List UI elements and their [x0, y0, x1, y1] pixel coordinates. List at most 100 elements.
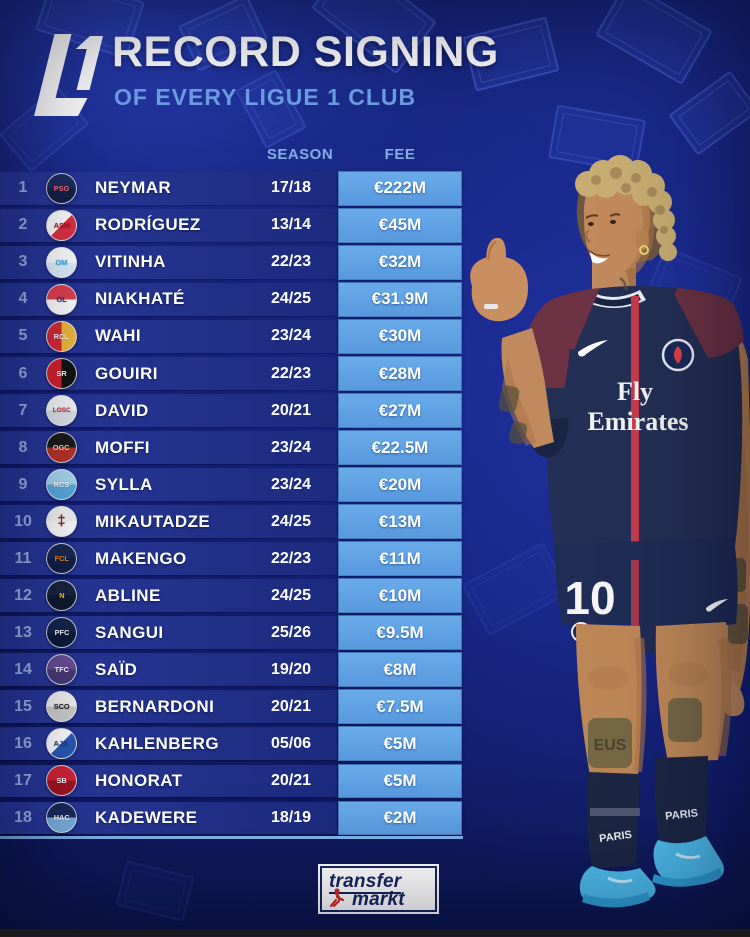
row-band: 1 PSG NEYMAR 17/18: [0, 172, 337, 205]
table-row: 16 AJA KAHLENBERG 05/06 €5M: [0, 726, 463, 762]
table-row: 3 OM VITINHA 22/23 €32M: [0, 245, 463, 280]
svg-text:10: 10: [564, 572, 615, 624]
table-row: 8 OGC MOFFI 23/24 €22.5M: [0, 430, 463, 465]
player-name: KADEWERE: [95, 807, 198, 827]
player-name: MOFFI: [95, 437, 150, 457]
row-band: 15 SCO BERNARDONI 20/21: [0, 690, 337, 724]
club-monogram: AJA: [54, 739, 69, 748]
player-name: NIAKHATÉ: [95, 289, 185, 309]
rank-label: 5: [18, 327, 28, 345]
season-value: 20/21: [270, 401, 312, 419]
season-value: 22/23: [270, 253, 312, 271]
row-band: 18 HAC KADEWERE 18/19: [0, 801, 337, 835]
fee-value: €5M: [383, 770, 417, 790]
club-monogram: PSG: [53, 184, 70, 193]
player-name: MIKAUTADZE: [95, 511, 211, 531]
fee-badge: €9.5M: [338, 615, 462, 651]
rank-label: 2: [18, 216, 28, 234]
club-crest-icon: HAC: [46, 802, 77, 834]
player-name: DAVID: [95, 400, 149, 420]
club-crest-icon: SB: [46, 765, 77, 797]
row-band: 6 SR GOUIRI 22/23: [0, 357, 337, 390]
table-row: 7 LOSC DAVID 20/21 €27M: [0, 393, 463, 428]
club-crest-icon: LOSC: [46, 395, 77, 427]
row-band: 14 TFC SAÏD 19/20: [0, 653, 337, 687]
fee-value: €13M: [378, 511, 422, 531]
row-band: 8 OGC MOFFI 23/24: [0, 431, 337, 464]
club-crest-icon: ‡: [46, 506, 77, 538]
season-value: 23/24: [270, 475, 312, 493]
club-monogram: SR: [56, 369, 67, 378]
fee-badge: €22.5M: [338, 430, 462, 465]
rank-label: 16: [14, 734, 32, 752]
fee-badge: €28M: [338, 356, 462, 391]
row-band: 3 OM VITINHA 22/23: [0, 246, 337, 279]
row-band: 7 LOSC DAVID 20/21: [0, 394, 337, 427]
fee-badge: €7.5M: [338, 689, 462, 725]
player-name: SYLLA: [95, 474, 153, 494]
player-name: SANGUI: [95, 622, 164, 642]
season-value: 20/21: [270, 771, 312, 789]
table-row: 6 SR GOUIRI 22/23 €28M: [0, 356, 463, 391]
season-value: 23/24: [270, 327, 312, 345]
fee-badge: €13M: [338, 504, 462, 539]
season-value: 20/21: [270, 697, 312, 715]
svg-text:PARIS: PARIS: [665, 807, 699, 822]
table-rows: 1 PSG NEYMAR 17/18 €222M 2 ASM RODRÍGUEZ…: [0, 171, 463, 839]
club-monogram: SB: [56, 776, 67, 785]
season-value: 18/19: [270, 808, 312, 826]
fee-column-header: FEE: [384, 146, 416, 163]
club-monogram: RCL: [53, 332, 70, 341]
ligue1-logo-icon: [34, 34, 104, 116]
table-row: 14 TFC SAÏD 19/20 €8M: [0, 652, 463, 688]
table-row: 4 OL NIAKHATÉ 24/25 €31.9M: [0, 282, 463, 317]
transfermarkt-player-icon: [329, 888, 345, 908]
rank-label: 11: [14, 549, 32, 567]
fee-value: €28M: [378, 363, 422, 383]
table-row: 17 SB HONORAT 20/21 €5M: [0, 763, 463, 799]
club-crest-icon: SR: [46, 358, 77, 389]
season-value: 13/14: [270, 216, 312, 234]
club-crest-icon: N: [46, 580, 77, 612]
row-band: 9 RCS SYLLA 23/24: [0, 468, 337, 501]
club-crest-icon: AJA: [46, 728, 77, 760]
club-crest-icon: OL: [46, 283, 77, 315]
fee-badge: €30M: [338, 319, 462, 354]
rank-label: 15: [14, 697, 32, 715]
season-value: 25/26: [270, 623, 312, 641]
club-crest-icon: TFC: [46, 654, 77, 686]
rank-label: 1: [18, 179, 28, 197]
player-name: VITINHA: [95, 252, 166, 272]
table-row: 13 PFC SANGUI 25/26 €9.5M: [0, 615, 463, 651]
player-name: WAHI: [95, 326, 141, 346]
club-crest-icon: ASM: [46, 209, 77, 241]
season-value: 23/24: [270, 438, 312, 456]
club-monogram: TFC: [54, 665, 69, 674]
fee-badge: €20M: [338, 467, 462, 502]
rank-label: 8: [18, 438, 28, 456]
season-value: 17/18: [270, 179, 312, 197]
svg-text:Fly: Fly: [617, 377, 653, 406]
fee-badge: €2M: [338, 800, 462, 836]
fee-value: €22.5M: [371, 437, 429, 457]
fee-badge: €5M: [338, 726, 462, 762]
rank-label: 13: [14, 623, 32, 641]
rank-label: 10: [14, 512, 32, 530]
page-subtitle: OF EVERY LIGUE 1 CLUB: [114, 84, 417, 110]
club-monogram: OM: [55, 258, 68, 267]
fee-badge: €8M: [338, 652, 462, 688]
player-name: KAHLENBERG: [95, 733, 219, 753]
player-name: SAÏD: [95, 659, 138, 679]
player-name: BERNARDONI: [95, 696, 215, 716]
transfermarkt-wordmark-top: transfer: [329, 871, 402, 894]
row-band: 5 RCL WAHI 23/24: [0, 320, 337, 353]
rank-label: 6: [18, 364, 28, 382]
table-row: 10 ‡ MIKAUTADZE 24/25 €13M: [0, 504, 463, 539]
fee-value: €8M: [383, 659, 417, 679]
club-crest-icon: PSG: [46, 172, 77, 204]
rank-label: 18: [14, 808, 32, 826]
fee-value: €45M: [378, 215, 422, 235]
fee-badge: €222M: [338, 171, 462, 206]
table-row: 15 SCO BERNARDONI 20/21 €7.5M: [0, 689, 463, 725]
player-name: NEYMAR: [95, 178, 172, 198]
